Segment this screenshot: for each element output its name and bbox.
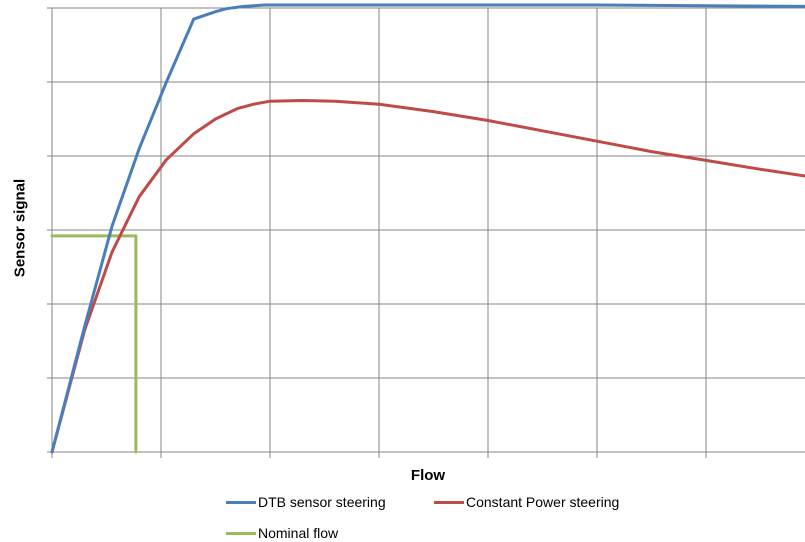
legend-swatch-dtb <box>226 500 256 504</box>
legend-label-nominal-flow: Nominal flow <box>258 525 339 541</box>
legend-item-nominal-flow: Nominal flow <box>226 525 338 541</box>
series-lines <box>50 3 805 454</box>
x-axis-label: Flow <box>410 467 446 484</box>
series-line-constant-power-steering <box>50 99 805 454</box>
legend-label-dtb: DTB sensor steering <box>258 494 386 510</box>
legend-item-constant-power: Constant Power steering <box>434 494 619 510</box>
legend-swatch-constant-power <box>434 500 464 504</box>
legend-swatch-nominal-flow <box>226 531 256 535</box>
legend-label-constant-power: Constant Power steering <box>466 494 620 510</box>
series-line-nominal-flow <box>50 234 138 454</box>
y-axis-label: Sensor signal <box>11 178 29 278</box>
axes <box>47 7 805 458</box>
legend-item-dtb: DTB sensor steering <box>226 494 386 510</box>
grid-lines <box>52 7 805 452</box>
series-line-dtb-sensor-steering <box>50 3 805 454</box>
